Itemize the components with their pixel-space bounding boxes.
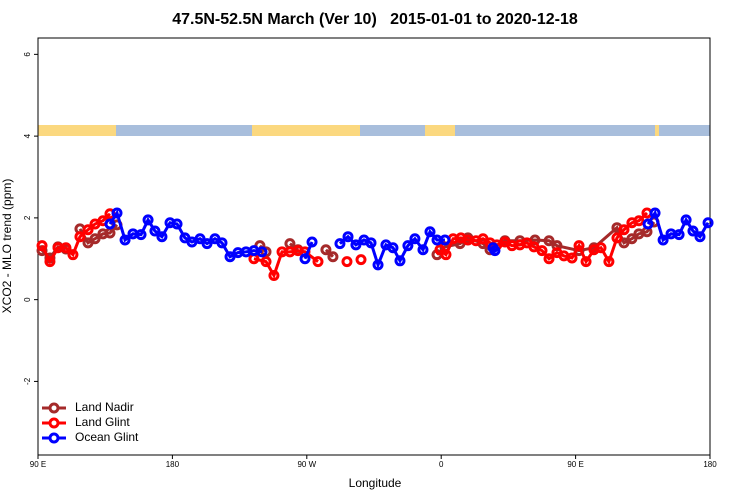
data-point — [702, 217, 714, 229]
data-point — [224, 251, 236, 263]
legend-marker — [48, 432, 60, 444]
data-point — [694, 231, 706, 243]
land-band — [38, 125, 116, 136]
y-tick-label: 0 — [23, 297, 32, 302]
data-point — [260, 246, 272, 258]
x-tick-label: 90 E — [567, 460, 583, 469]
data-point — [119, 234, 131, 246]
data-point — [306, 236, 318, 248]
data-point — [216, 237, 228, 249]
y-tick-label: 4 — [23, 133, 32, 138]
data-point — [350, 239, 362, 251]
legend-label: Land Glint — [75, 415, 130, 429]
y-tick-label: 6 — [23, 52, 32, 57]
x-tick-label: 180 — [166, 460, 180, 469]
data-point — [409, 233, 421, 245]
data-point — [320, 244, 332, 256]
x-axis-label: Longitude — [349, 476, 402, 490]
data-point — [355, 254, 367, 266]
data-point — [649, 207, 661, 219]
data-point — [439, 234, 451, 246]
sea-band — [38, 125, 710, 136]
legend-label: Land Nadir — [75, 400, 134, 414]
data-point — [611, 232, 623, 244]
data-point — [618, 237, 630, 249]
x-tick-label: 0 — [439, 460, 444, 469]
data-point — [60, 242, 72, 254]
data-point — [312, 256, 324, 268]
data-point — [89, 233, 101, 245]
data-point — [142, 214, 154, 226]
data-point — [36, 240, 48, 252]
data-point — [135, 229, 147, 241]
legend-label: Ocean Glint — [75, 430, 139, 444]
data-point — [489, 245, 501, 257]
data-point — [618, 224, 630, 236]
data-point — [642, 218, 654, 230]
data-point — [417, 244, 429, 256]
data-point — [440, 249, 452, 261]
data-point — [680, 214, 692, 226]
legend-marker — [48, 402, 60, 414]
chart-title: 47.5N-52.5N March (Ver 10) 2015-01-01 to… — [172, 11, 578, 28]
data-point — [365, 237, 377, 249]
legend-marker — [48, 417, 60, 429]
data-point — [44, 256, 56, 268]
data-point — [687, 225, 699, 237]
series — [104, 207, 714, 271]
data-point — [149, 225, 161, 237]
data-point — [171, 218, 183, 230]
x-tick-label: 90 E — [30, 460, 46, 469]
series-line — [435, 221, 656, 256]
y-tick-label: 2 — [23, 215, 32, 220]
data-point — [201, 238, 213, 250]
land-band — [425, 125, 455, 136]
data-point — [334, 238, 346, 250]
data-point — [543, 235, 555, 247]
x-tick-label: 180 — [703, 460, 717, 469]
data-point — [673, 229, 685, 241]
data-point — [603, 256, 615, 268]
data-point — [573, 240, 585, 252]
data-point — [424, 226, 436, 238]
data-point — [657, 234, 669, 246]
data-point — [626, 233, 638, 245]
data-point — [111, 207, 123, 219]
data-point — [268, 270, 280, 282]
data-point — [104, 218, 116, 230]
data-point — [299, 253, 311, 265]
data-point — [536, 245, 548, 257]
data-point — [342, 231, 354, 243]
data-point — [256, 246, 268, 258]
data-point — [194, 233, 206, 245]
land-band — [655, 125, 659, 136]
data-point — [633, 215, 645, 227]
x-tick-label: 90 W — [297, 460, 316, 469]
data-point — [67, 249, 79, 261]
data-point — [394, 255, 406, 267]
data-point — [82, 224, 94, 236]
data-point — [566, 252, 578, 264]
data-point — [543, 253, 555, 265]
data-point — [341, 256, 353, 268]
data-point — [372, 259, 384, 271]
y-axis-label: XCO2 - MLO trend (ppm) — [0, 179, 14, 314]
data-point — [156, 231, 168, 243]
data-point — [327, 251, 339, 263]
land-sea-strip — [38, 125, 710, 136]
land-band — [252, 125, 360, 136]
data-point — [387, 242, 399, 254]
data-point — [260, 256, 272, 268]
y-tick-label: -2 — [23, 377, 32, 385]
data-point — [402, 240, 414, 252]
data-point — [595, 242, 607, 254]
data-point — [580, 256, 592, 268]
data-point — [74, 231, 86, 243]
